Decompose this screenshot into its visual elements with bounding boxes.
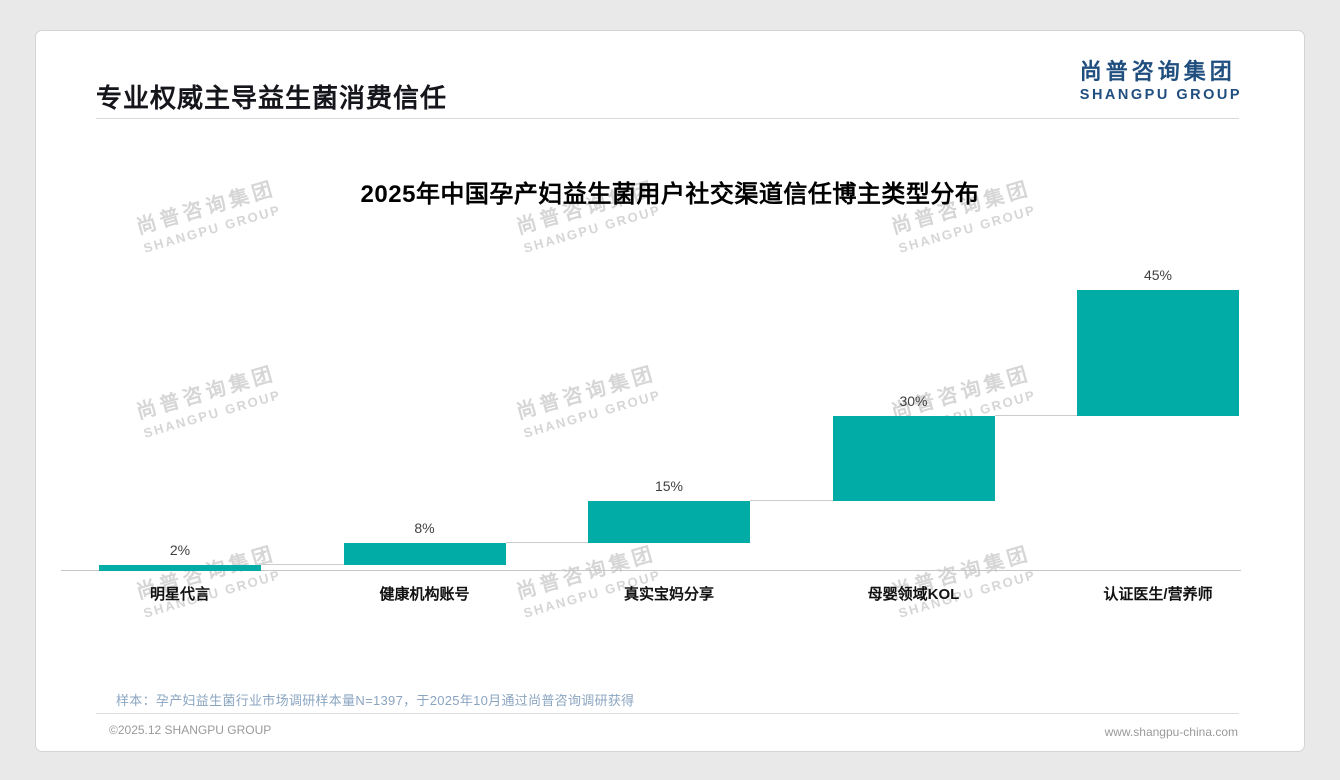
chart-bar bbox=[343, 542, 506, 566]
company-logo: 尚普咨询集团 SHANGPU GROUP bbox=[1080, 59, 1242, 104]
chart-baseline bbox=[61, 570, 1241, 571]
slide-content: 专业权威主导益生菌消费信任 尚普咨询集团 SHANGPU GROUP 2025年… bbox=[36, 31, 1304, 751]
logo-english-name: SHANGPU GROUP bbox=[1079, 87, 1242, 103]
header-divider bbox=[96, 118, 1239, 119]
chart-bar bbox=[1077, 290, 1239, 417]
chart-bar bbox=[832, 416, 995, 501]
category-label: 母婴领域KOL bbox=[867, 586, 960, 603]
category-label: 认证医生/营养师 bbox=[1103, 586, 1213, 603]
connector-line bbox=[261, 564, 344, 566]
bar-value-label: 15% bbox=[654, 477, 684, 494]
footer-website: www.shangpu-china.com bbox=[1104, 725, 1238, 739]
category-label: 明星代言 bbox=[149, 586, 210, 603]
category-label: 健康机构账号 bbox=[379, 586, 470, 603]
bar-value-label: 30% bbox=[899, 393, 928, 410]
connector-line bbox=[750, 499, 833, 501]
waterfall-chart: 2% 明星代言 8% 健康机构账号 15% 真实宝妈分享 30% 母婴领域KOL 45% 认证医生… bbox=[61, 267, 1241, 603]
bar-value-label: 8% bbox=[414, 519, 435, 536]
bar-value-label: 45% bbox=[1143, 267, 1173, 283]
footer-copyright: ©2025.12 SHANGPU GROUP bbox=[109, 723, 272, 737]
connector-line bbox=[994, 415, 1077, 417]
logo-chinese-name: 尚普咨询集团 bbox=[1079, 59, 1236, 84]
slide-card: 尚普咨询集团 SHANGPU GROUP 尚普咨询集团 SHANGPU GROUP 尚普… bbox=[35, 30, 1305, 752]
chart-title: 2025年中国孕产妇益生菌用户社交渠道信任博主类型分布 bbox=[360, 181, 980, 208]
connector-line bbox=[505, 541, 588, 543]
chart-bar bbox=[588, 500, 750, 543]
page-title: 专业权威主导益生菌消费信任 bbox=[96, 83, 448, 113]
sample-note: 样本：孕产妇益生菌行业市场调研样本量N=1397，于2025年10月通过尚普咨询… bbox=[116, 693, 635, 708]
footer-divider bbox=[96, 713, 1239, 714]
chart-bar bbox=[99, 565, 261, 571]
bar-value-label: 2% bbox=[169, 542, 191, 559]
category-label: 真实宝妈分享 bbox=[623, 586, 714, 603]
